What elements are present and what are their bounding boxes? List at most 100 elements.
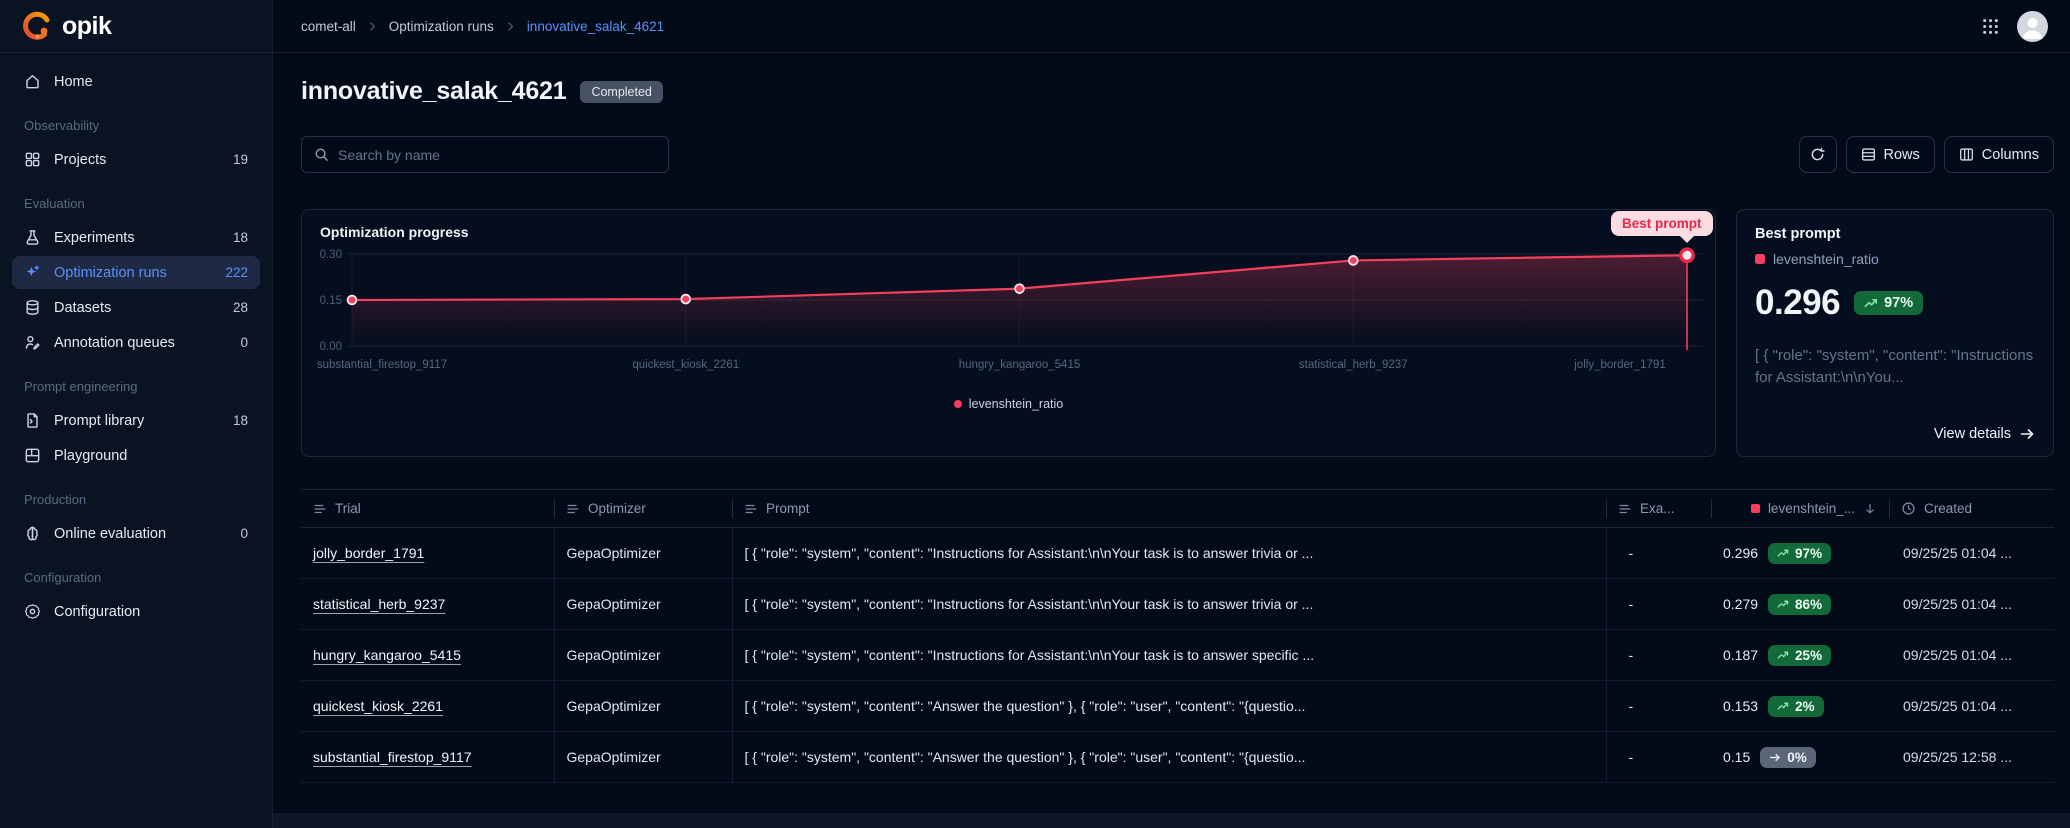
examples-cell: - [1628,749,1634,765]
trend-badge: 0% [1760,746,1816,768]
trial-link[interactable]: substantial_firestop_9117 [313,749,472,765]
trending-up-icon [1864,298,1878,307]
breadcrumb-item[interactable]: comet-all [301,18,356,34]
chart-plot: 0.00 0.15 0.30 substantial_firestop_9117 qui… [302,244,1715,383]
nav-section-label: Production [24,492,87,507]
search-input[interactable] [338,146,656,163]
sidebar-item-prompt-library[interactable]: Prompt library 18 [12,404,260,437]
sidebar-item-label: Playground [54,447,128,464]
prompt-cell: [ { "role": "system", "content": "Instru… [732,578,1607,630]
created-cell: 09/25/25 01:04 ... [1903,698,2012,714]
column-header-prompt[interactable]: Prompt [732,490,1606,528]
column-header-label: Trial [335,501,361,516]
prompt-cell: [ { "role": "system", "content": "Answer… [732,680,1607,732]
datasets-icon [24,299,41,316]
search-box[interactable] [301,136,669,173]
trend-delta: 25% [1795,647,1823,663]
chart-legend[interactable]: levenshtein_ratio [302,397,1715,411]
trial-link[interactable]: hungry_kangaroo_5415 [313,647,461,663]
optimizer-cell: GepaOptimizer [554,527,733,579]
breadcrumb: comet-all Optimization runs innovative_sal… [301,19,664,34]
column-header-optimizer[interactable]: Optimizer [554,490,732,528]
app-logo[interactable]: opik [0,0,272,53]
sidebar-item-playground[interactable]: Playground [12,439,260,472]
table-row[interactable]: quickest_kiosk_2261 GepaOptimizer[ { "rol… [301,680,2054,732]
user-avatar[interactable] [2017,10,2048,42]
svg-text:0.00: 0.00 [320,341,342,353]
trend-badge: 25% [1768,644,1832,666]
breadcrumb-item[interactable]: innovative_salak_4621 [526,18,665,34]
examples-cell: - [1628,698,1634,714]
examples-cell: - [1628,545,1634,561]
sidebar-item-label: Datasets [54,299,112,316]
trend-delta: 97% [1795,545,1823,561]
column-type-icon [744,502,758,516]
arrow-right-icon [1769,751,1782,764]
sidebar-item-projects[interactable]: Projects 19 [12,143,260,176]
optimizer-cell: GepaOptimizer [554,731,733,783]
column-header-created[interactable]: Created [1889,490,2054,528]
sidebar-item-label: Prompt library [54,412,145,429]
apps-grid-icon[interactable] [1982,18,1999,35]
column-type-icon [313,502,327,516]
person-icon [2022,17,2043,39]
sidebar-item-label: Annotation queues [54,334,175,351]
chevron-right-icon [366,20,379,33]
metric-color-dot [1755,254,1765,264]
tooltip-pointer [1679,235,1695,244]
trial-link[interactable]: statistical_herb_9237 [313,596,446,612]
sidebar-item-experiments[interactable]: Experiments 18 [12,221,260,254]
nav-section-label: Configuration [24,570,102,585]
refresh-button[interactable] [1798,136,1837,173]
svg-text:statistical_herb_9237: statistical_herb_9237 [1299,359,1408,371]
trending-up-icon [1777,649,1790,662]
trending-up-icon [1777,700,1790,713]
trend-delta: 2% [1795,698,1815,714]
sidebar-item-datasets[interactable]: Datasets 28 [12,291,260,324]
score-value: 0.279 [1723,596,1759,612]
best-score-value: 0.296 [1755,283,1841,322]
trending-up-icon [1777,547,1790,560]
playground-icon [24,447,41,464]
nav-section-label: Observability [24,118,100,133]
svg-text:hungry_kangaroo_5415: hungry_kangaroo_5415 [959,359,1081,371]
trial-link[interactable]: quickest_kiosk_2261 [313,698,443,714]
trial-link[interactable]: jolly_border_1791 [313,545,425,561]
optimizer-cell: GepaOptimizer [554,680,733,732]
sidebar-item-annotation-queues[interactable]: Annotation queues 0 [12,326,260,359]
column-type-icon [1618,502,1632,516]
table-row[interactable]: hungry_kangaroo_5415 GepaOptimizer[ { "ro… [301,629,2054,681]
view-details-label: View details [1933,426,2011,442]
optimization-icon [24,264,41,281]
sidebar-item-count: 18 [232,413,248,428]
rows-button[interactable]: Rows [1845,136,1935,173]
sidebar-item-online-evaluation[interactable]: Online evaluation 0 [12,517,260,550]
best-prompt-tooltip-label: Best prompt [1622,216,1702,232]
optimizer-cell: GepaOptimizer [554,578,733,630]
sidebar-item-label: Online evaluation [54,525,167,542]
prompt-cell: [ { "role": "system", "content": "Instru… [732,527,1607,579]
column-header-exa-[interactable]: Exa... [1606,490,1711,528]
sidebar-item-home[interactable]: Home [12,65,260,98]
metric-name: levenshtein_ratio [1773,251,1879,267]
best-score-trend-badge: 97% [1854,291,1924,315]
legend-dot [953,400,962,408]
table-row[interactable]: substantial_firestop_9117 GepaOptimizer[ … [301,731,2054,783]
view-details-link[interactable]: View details [1934,426,2035,442]
table-row[interactable]: statistical_herb_9237 GepaOptimizer[ { "r… [301,578,2054,630]
sidebar-item-count: 19 [232,152,248,167]
columns-button[interactable]: Columns [1943,136,2054,173]
sidebar-item-label: Optimization runs [54,264,167,281]
table-row[interactable]: jolly_border_1791 GepaOptimizer[ { "role"… [301,527,2054,579]
sidebar-item-configuration[interactable]: Configuration [12,595,260,628]
sidebar-item-optimization-runs[interactable]: Optimization runs 222 [12,256,260,289]
topbar: comet-all Optimization runs innovative_sal… [273,0,2070,53]
column-header-levenshtein-[interactable]: levenshtein_... [1711,490,1889,528]
column-header-trial[interactable]: Trial [301,490,554,528]
footer-strip [273,813,2070,828]
breadcrumb-item[interactable]: Optimization runs [388,18,494,34]
best-prompt-title: Best prompt [1755,226,1841,242]
clock-icon [1901,501,1916,516]
trials-table: Trial Optimizer Prompt Exa... levenshtein_..… [301,489,2054,783]
svg-text:0.15: 0.15 [320,295,342,307]
